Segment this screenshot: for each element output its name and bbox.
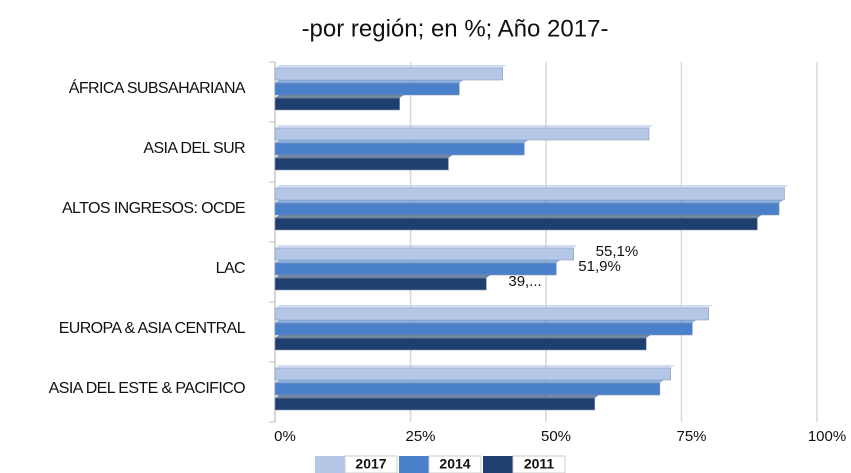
bar xyxy=(274,307,709,321)
bar xyxy=(274,367,671,381)
bar-top xyxy=(275,215,762,218)
legend-box xyxy=(344,455,398,473)
y-tick-label: ASIA DEL SUR xyxy=(143,140,245,157)
bar-top xyxy=(275,245,578,248)
bar-top xyxy=(275,155,453,158)
bar-top xyxy=(275,395,599,398)
legend-box xyxy=(428,455,482,473)
x-tick-label: 50% xyxy=(541,428,571,445)
bar-top xyxy=(275,140,529,143)
bar xyxy=(274,277,487,291)
legend-box xyxy=(512,455,566,473)
y-tick-label: ASIA DEL ESTE & PACIFICO xyxy=(49,380,245,397)
chart-title: -por región; en %; Año 2017- xyxy=(302,15,609,42)
bar xyxy=(274,202,780,216)
legend-swatch xyxy=(399,456,429,473)
bar-top xyxy=(275,65,507,68)
data-label: 55,1% xyxy=(596,243,639,260)
x-tick-label: 25% xyxy=(405,428,435,445)
data-label: 39,... xyxy=(508,273,541,290)
legend-label: 2011 xyxy=(524,456,555,472)
bar-top xyxy=(275,80,464,83)
x-tick-label: 0% xyxy=(274,428,296,445)
bar xyxy=(274,157,449,171)
legend-swatch xyxy=(483,456,513,473)
bar-top xyxy=(275,305,713,308)
legend-label: 2017 xyxy=(355,456,386,472)
bar xyxy=(274,187,785,201)
bar xyxy=(274,322,693,336)
bar-top xyxy=(275,275,491,278)
bar xyxy=(274,97,400,111)
x-tick-label: 100% xyxy=(808,428,846,445)
bar-top xyxy=(275,200,784,203)
bar-top xyxy=(275,185,789,188)
bar-top xyxy=(275,335,651,338)
data-label: 51,9% xyxy=(578,258,621,275)
y-tick-label: EUROPA & ASIA CENTRAL xyxy=(59,320,246,337)
y-tick-label: ALTOS INGRESOS: OCDE xyxy=(62,200,245,217)
bar xyxy=(274,142,525,156)
bar-top xyxy=(275,125,653,128)
bar xyxy=(274,247,574,261)
legend-label: 2014 xyxy=(439,456,470,472)
bar xyxy=(274,382,661,396)
x-tick-label: 75% xyxy=(676,428,706,445)
y-tick-label: ÁFRICA SUBSAHARIANA xyxy=(69,78,246,97)
bar-top xyxy=(275,95,404,98)
bar-top xyxy=(275,320,697,323)
bar-top xyxy=(275,260,561,263)
bar xyxy=(274,397,596,411)
bar xyxy=(274,337,647,351)
bar-top xyxy=(275,380,664,383)
bar xyxy=(274,127,650,141)
bar xyxy=(274,82,460,96)
y-tick-label: LAC xyxy=(216,260,245,277)
bar-top xyxy=(275,365,675,368)
bar xyxy=(274,217,758,231)
legend-swatch xyxy=(315,456,345,473)
bar xyxy=(274,67,503,81)
